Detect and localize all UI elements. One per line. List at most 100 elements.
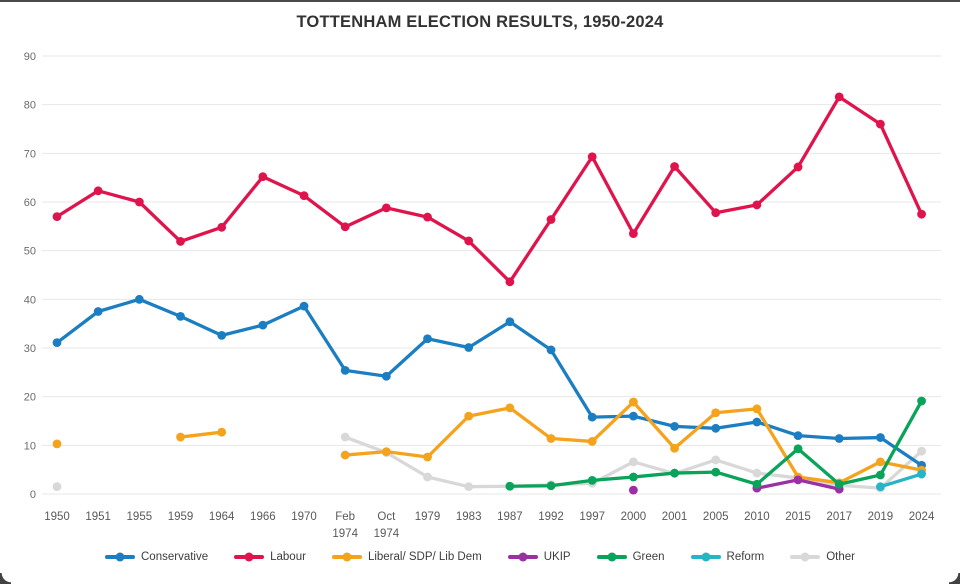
data-point-other-2010[interactable]: [752, 468, 762, 478]
data-point-labour-1970[interactable]: [299, 191, 309, 201]
data-point-liberal-sdp-lib-dem-2001[interactable]: [670, 443, 679, 453]
legend-label-conservative: Conservative: [141, 551, 209, 563]
data-point-conservative-2015[interactable]: [793, 431, 803, 440]
data-point-liberal-sdp-lib-dem-Feb-1974[interactable]: [340, 450, 350, 460]
data-point-conservative-1964[interactable]: [217, 330, 227, 340]
data-point-labour-1955[interactable]: [134, 197, 144, 207]
data-point-liberal-sdp-lib-dem-2019[interactable]: [876, 457, 885, 467]
y-tick-label: 50: [24, 246, 36, 258]
data-point-green-2017[interactable]: [834, 479, 844, 489]
data-point-green-1992[interactable]: [546, 481, 556, 491]
data-point-conservative-1983[interactable]: [464, 343, 474, 352]
data-point-conservative-2000[interactable]: [628, 411, 638, 421]
data-point-conservative-2005[interactable]: [711, 423, 721, 433]
legend-item-liberal-sdp-lib-dem[interactable]: Liberal/ SDP/ Lib Dem: [331, 551, 482, 563]
data-point-conservative-1966[interactable]: [258, 320, 268, 330]
data-point-green-2024[interactable]: [917, 396, 926, 406]
data-point-green-2000[interactable]: [628, 472, 638, 482]
data-point-labour-1966[interactable]: [258, 172, 268, 182]
data-point-liberal-sdp-lib-dem-2005[interactable]: [711, 408, 721, 418]
y-tick-label: 70: [24, 148, 36, 160]
data-point-liberal-sdp-lib-dem-1959[interactable]: [176, 432, 185, 442]
data-point-labour-2001[interactable]: [670, 162, 679, 171]
data-point-conservative-1951[interactable]: [93, 307, 103, 316]
data-point-liberal-sdp-lib-dem-2000[interactable]: [628, 397, 638, 407]
legend-label-other: Other: [826, 551, 855, 563]
data-point-liberal-sdp-lib-dem-1997[interactable]: [587, 437, 597, 446]
data-point-other-2000[interactable]: [628, 457, 638, 467]
data-point-liberal-sdp-lib-dem-1987[interactable]: [505, 403, 515, 413]
y-tick-label: 40: [24, 294, 36, 306]
data-point-labour-1983[interactable]: [464, 236, 474, 246]
data-point-labour-2005[interactable]: [711, 208, 721, 218]
data-point-labour-Feb-1974[interactable]: [340, 222, 350, 232]
data-point-conservative-1970[interactable]: [299, 301, 309, 311]
data-point-other-2024[interactable]: [917, 446, 926, 456]
data-point-liberal-sdp-lib-dem-Oct-1974[interactable]: [381, 447, 391, 457]
legend-item-conservative[interactable]: Conservative: [105, 551, 208, 563]
data-point-conservative-1992[interactable]: [546, 345, 556, 355]
data-point-labour-1964[interactable]: [217, 222, 227, 232]
data-point-liberal-sdp-lib-dem-1950[interactable]: [52, 439, 62, 449]
data-point-conservative-1955[interactable]: [134, 294, 144, 304]
data-point-ukip-2015[interactable]: [793, 475, 803, 485]
data-point-conservative-1950[interactable]: [52, 338, 62, 348]
data-point-labour-1987[interactable]: [505, 277, 515, 287]
data-point-green-2019[interactable]: [876, 470, 885, 480]
data-point-conservative-Feb-1974[interactable]: [340, 365, 350, 375]
data-point-labour-2017[interactable]: [834, 92, 844, 102]
data-point-green-1997[interactable]: [587, 475, 597, 485]
data-point-liberal-sdp-lib-dem-1979[interactable]: [423, 452, 432, 462]
data-point-labour-2015[interactable]: [793, 162, 803, 172]
legend-swatch-liberal-sdp-lib-dem: [331, 552, 362, 562]
data-point-conservative-1979[interactable]: [423, 334, 432, 344]
data-point-labour-1951[interactable]: [93, 186, 103, 196]
data-point-liberal-sdp-lib-dem-1964[interactable]: [217, 427, 227, 437]
legend: Conservative Labour Liberal/ SDP/ Lib Dem U…: [0, 551, 960, 563]
data-point-other-1950[interactable]: [52, 482, 62, 492]
data-point-labour-1959[interactable]: [176, 237, 185, 246]
legend-item-reform[interactable]: Reform: [690, 551, 764, 563]
data-point-liberal-sdp-lib-dem-1983[interactable]: [464, 411, 474, 421]
data-point-labour-1979[interactable]: [423, 212, 432, 222]
data-point-reform-2024[interactable]: [917, 469, 926, 479]
data-point-ukip-2000[interactable]: [628, 485, 638, 495]
data-point-other-Feb-1974[interactable]: [340, 432, 350, 442]
data-point-labour-2024[interactable]: [917, 209, 926, 219]
data-point-other-1983[interactable]: [464, 482, 474, 492]
data-point-labour-2000[interactable]: [628, 229, 638, 239]
data-point-green-1987[interactable]: [505, 481, 515, 491]
legend-swatch-reform: [690, 552, 721, 562]
data-point-labour-2010[interactable]: [752, 200, 762, 210]
data-point-labour-1992[interactable]: [546, 215, 556, 224]
data-point-reform-2019[interactable]: [876, 482, 885, 492]
x-tick-label: 1970: [291, 511, 317, 523]
legend-item-ukip[interactable]: UKIP: [507, 551, 571, 563]
data-point-conservative-1997[interactable]: [587, 412, 597, 422]
data-point-conservative-2017[interactable]: [834, 434, 844, 443]
legend-item-green[interactable]: Green: [596, 551, 665, 563]
data-point-conservative-1959[interactable]: [176, 311, 185, 321]
data-point-green-2001[interactable]: [670, 468, 679, 478]
legend-marker-dot: [342, 552, 352, 562]
data-point-conservative-2001[interactable]: [670, 421, 679, 431]
data-point-other-1979[interactable]: [423, 472, 432, 482]
data-point-green-2010[interactable]: [752, 479, 762, 489]
data-point-conservative-1987[interactable]: [505, 317, 515, 327]
x-tick-label: 1997: [579, 511, 605, 523]
data-point-labour-1997[interactable]: [587, 152, 597, 162]
legend-item-other[interactable]: Other: [790, 551, 855, 563]
data-point-green-2005[interactable]: [711, 467, 721, 477]
data-point-conservative-2010[interactable]: [752, 417, 762, 427]
data-point-liberal-sdp-lib-dem-1992[interactable]: [546, 434, 556, 443]
legend-item-labour[interactable]: Labour: [234, 551, 306, 563]
data-point-conservative-2019[interactable]: [876, 433, 885, 442]
data-point-conservative-Oct-1974[interactable]: [381, 371, 391, 381]
data-point-labour-Oct-1974[interactable]: [381, 203, 391, 213]
data-point-green-2015[interactable]: [793, 444, 803, 454]
x-tick-label: 1979: [415, 511, 441, 523]
data-point-liberal-sdp-lib-dem-2010[interactable]: [752, 404, 762, 414]
data-point-other-2005[interactable]: [711, 455, 721, 465]
data-point-labour-1950[interactable]: [52, 212, 62, 222]
data-point-labour-2019[interactable]: [876, 119, 885, 129]
